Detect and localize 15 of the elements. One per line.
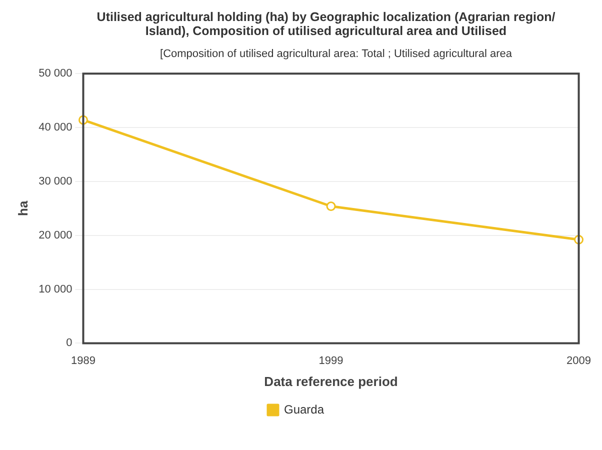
y-tick-label: 40 000	[38, 122, 72, 134]
y-axis-title: ha	[15, 200, 30, 216]
y-tick-label: 50 000	[38, 68, 72, 80]
x-axis-title: Data reference period	[264, 374, 398, 389]
y-tick-label: 10 000	[38, 283, 72, 296]
x-tick-label: 2009	[566, 354, 592, 367]
chart-title: Utilised agricultural holding (ha) by Geographic localization (Agrarian region/ Island), Composition of utilised agricultural area and Utilised	[96, 10, 556, 38]
x-tick-label: 1999	[318, 354, 344, 367]
x-tick-label: 1989	[71, 354, 96, 367]
y-tick-label: 30 000	[38, 175, 72, 188]
y-tick-label: 0	[66, 337, 72, 350]
legend-label: Guarda	[284, 402, 324, 416]
y-tick-label: 20 000	[38, 229, 72, 242]
chart-subtitle: [Composition of utilised agricultural area: Total ; Utilised agricultural area	[159, 48, 513, 60]
point	[326, 201, 336, 211]
